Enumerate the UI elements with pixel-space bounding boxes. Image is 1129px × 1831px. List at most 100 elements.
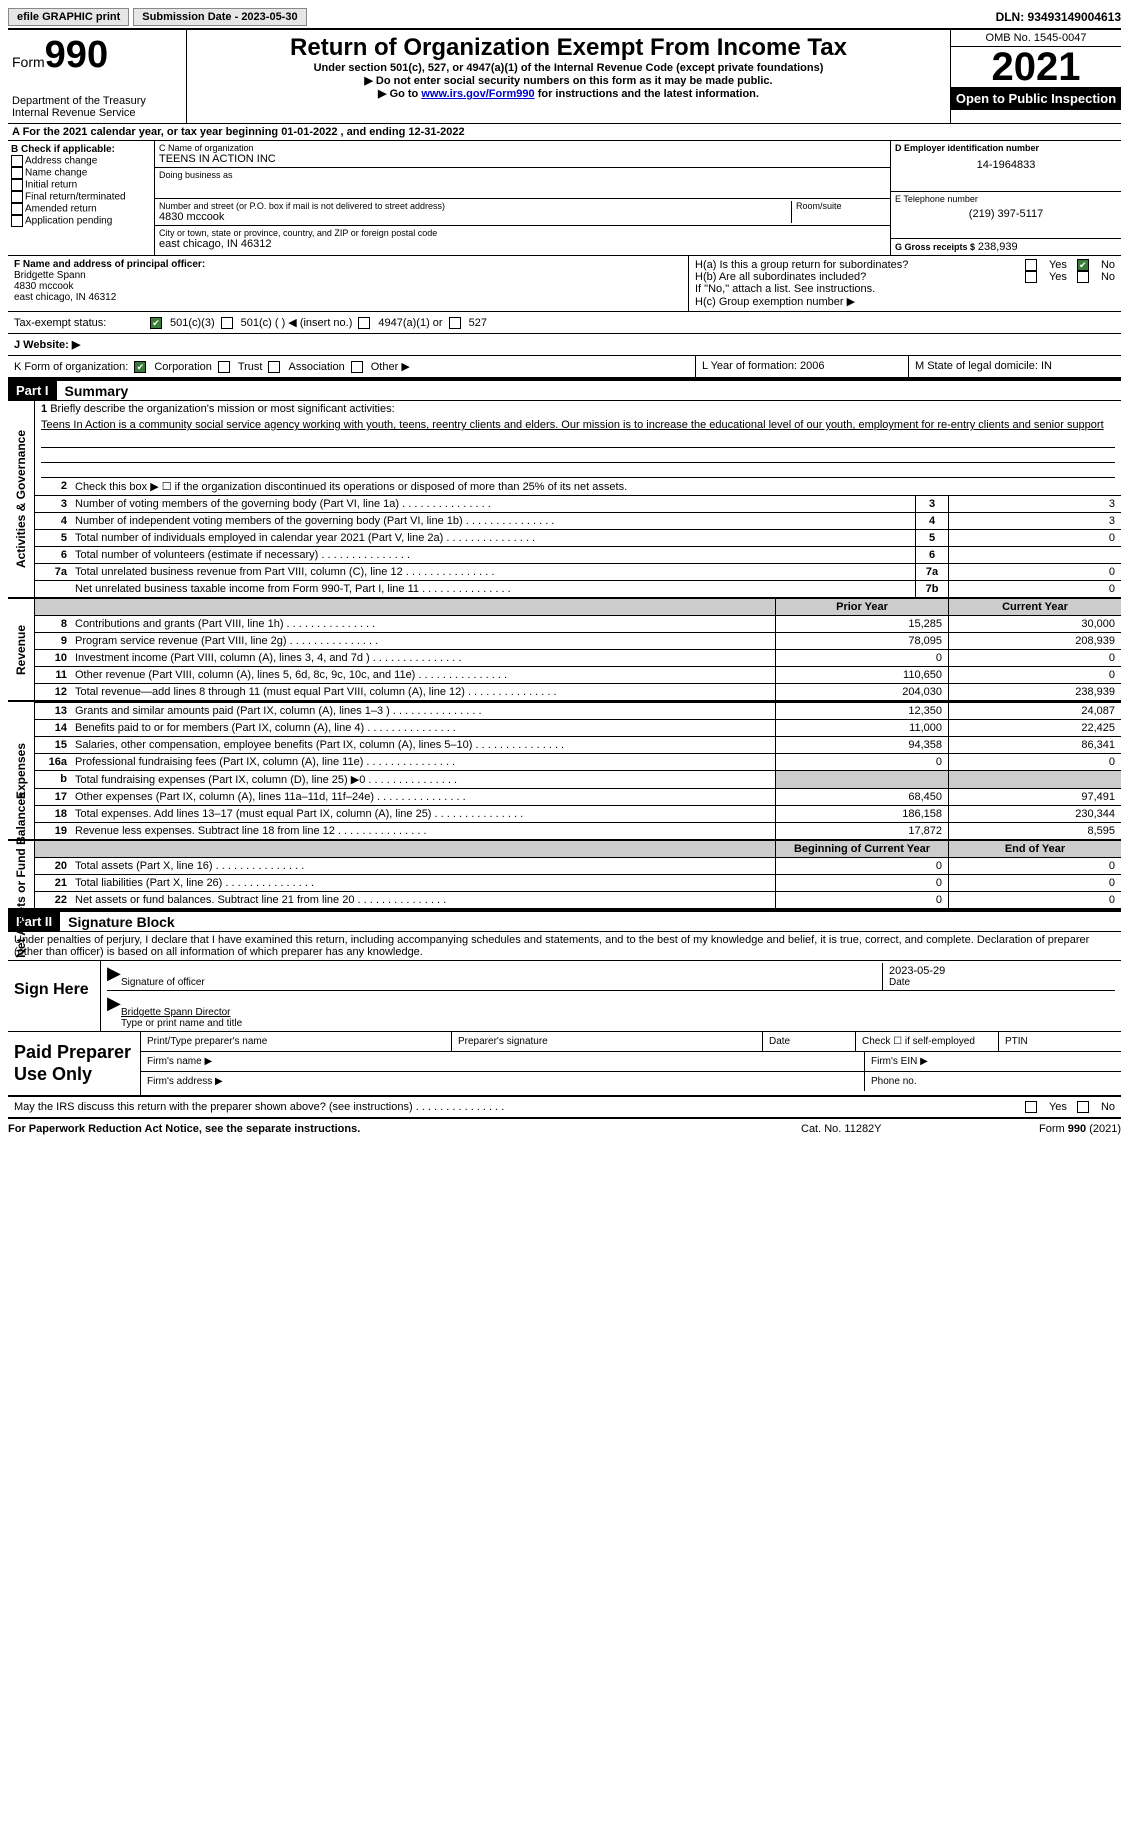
discuss-yes[interactable] (1025, 1101, 1037, 1113)
sign-here-label: Sign Here (8, 961, 101, 1031)
cb-trust[interactable] (218, 361, 230, 373)
table-row: 4 Number of independent voting members o… (35, 512, 1121, 529)
ha-yes[interactable] (1025, 259, 1037, 271)
checkbox-amended[interactable] (11, 203, 23, 215)
hb-no[interactable] (1077, 271, 1089, 283)
checkbox-name-change[interactable] (11, 167, 23, 179)
gross-value: 238,939 (978, 241, 1018, 253)
q1-text: Briefly describe the organization's miss… (50, 403, 394, 415)
vlabel-rev: Revenue (14, 624, 28, 674)
top-bar: efile GRAPHIC print Submission Date - 20… (8, 8, 1121, 30)
table-row: 11 Other revenue (Part VIII, column (A),… (35, 666, 1121, 683)
sig-arrow-icon: ▶ (107, 993, 121, 1029)
paid-preparer-label: Paid Preparer Use Only (8, 1032, 141, 1095)
part1-bar: Part I Summary (8, 379, 1121, 401)
cb-corp[interactable] (134, 361, 146, 373)
submission-date: Submission Date - 2023-05-30 (133, 8, 306, 26)
table-row: 21 Total liabilities (Part X, line 26) 0… (35, 874, 1121, 891)
org-name-label: C Name of organization (159, 143, 886, 153)
hb-label: H(b) Are all subordinates included? (695, 271, 1025, 283)
page-footer: For Paperwork Reduction Act Notice, see … (8, 1119, 1121, 1139)
ha-no[interactable] (1077, 259, 1089, 271)
cb-501c[interactable] (221, 317, 233, 329)
cb-501c3[interactable] (150, 317, 162, 329)
sig-officer-label: Signature of officer (121, 963, 882, 990)
irs-link[interactable]: www.irs.gov/Form990 (421, 88, 534, 100)
prior-year-hdr: Prior Year (775, 599, 948, 615)
tel-label: E Telephone number (895, 194, 1117, 204)
checkbox-pending[interactable] (11, 215, 23, 227)
part1-title: Summary (57, 383, 129, 399)
table-row: 19 Revenue less expenses. Subtract line … (35, 822, 1121, 839)
form-header: Form990 Department of the Treasury Inter… (8, 30, 1121, 124)
cb-assoc[interactable] (268, 361, 280, 373)
ha-label: H(a) Is this a group return for subordin… (695, 259, 1025, 271)
box-b: B Check if applicable: Address change Na… (8, 141, 155, 255)
table-row: 7a Total unrelated business revenue from… (35, 563, 1121, 580)
part1-label: Part I (8, 381, 57, 400)
table-row: 14 Benefits paid to or for members (Part… (35, 719, 1121, 736)
current-year-hdr: Current Year (948, 599, 1121, 615)
tel-value: (219) 397-5117 (895, 208, 1117, 220)
street-address: 4830 mccook (159, 211, 791, 223)
tax-exempt-row: Tax-exempt status: 501(c)(3) 501(c) ( ) … (8, 312, 1121, 334)
form-number: 990 (45, 34, 108, 76)
discuss-text: May the IRS discuss this return with the… (14, 1101, 1025, 1113)
cb-527[interactable] (449, 317, 461, 329)
vlabel-net: Net Assets or Fund Balances (14, 792, 28, 958)
section-bcd: B Check if applicable: Address change Na… (8, 141, 1121, 256)
table-row: 22 Net assets or fund balances. Subtract… (35, 891, 1121, 908)
table-row: 17 Other expenses (Part IX, column (A), … (35, 788, 1121, 805)
table-row: Net unrelated business taxable income fr… (35, 580, 1121, 597)
box-h: H(a) Is this a group return for subordin… (689, 256, 1121, 311)
blank-line (41, 463, 1115, 478)
vlabel-exp: Expenses (14, 742, 28, 798)
type-name-label: Type or print name and title (121, 1018, 1115, 1029)
table-row: 3 Number of voting members of the govern… (35, 495, 1121, 512)
city-state-zip: east chicago, IN 46312 (159, 238, 886, 250)
city-label: City or town, state or province, country… (159, 228, 886, 238)
checkbox-final[interactable] (11, 191, 23, 203)
part2-title: Signature Block (60, 914, 175, 930)
table-row: 16a Professional fundraising fees (Part … (35, 753, 1121, 770)
pp-date-label: Date (763, 1032, 856, 1051)
efile-button[interactable]: efile GRAPHIC print (8, 8, 129, 26)
dln: DLN: 93493149004613 (996, 10, 1121, 24)
org-name: TEENS IN ACTION INC (159, 153, 886, 165)
discuss-no[interactable] (1077, 1101, 1089, 1113)
pp-check-label: Check ☐ if self-employed (856, 1032, 999, 1051)
firm-ein-label: Firm's EIN ▶ (865, 1052, 1121, 1071)
cb-4947[interactable] (358, 317, 370, 329)
boy-hdr: Beginning of Current Year (775, 841, 948, 857)
dba-label: Doing business as (159, 170, 886, 180)
l-year-formation: L Year of formation: 2006 (696, 356, 909, 377)
officer-addr: 4830 mccook (14, 281, 682, 292)
subtitle-1: Under section 501(c), 527, or 4947(a)(1)… (191, 62, 946, 74)
table-row: 9 Program service revenue (Part VIII, li… (35, 632, 1121, 649)
table-row: 18 Total expenses. Add lines 13–17 (must… (35, 805, 1121, 822)
tax-year: 2021 (951, 47, 1121, 87)
table-row: 10 Investment income (Part VIII, column … (35, 649, 1121, 666)
q2-text: Check this box ▶ ☐ if the organization d… (71, 478, 1121, 495)
table-row: 15 Salaries, other compensation, employe… (35, 736, 1121, 753)
checkbox-address-change[interactable] (11, 155, 23, 167)
table-row: 20 Total assets (Part X, line 16) 0 0 (35, 857, 1121, 874)
paperwork-notice: For Paperwork Reduction Act Notice, see … (8, 1123, 801, 1135)
sig-arrow-icon: ▶ (107, 963, 121, 990)
netassets-section: Net Assets or Fund Balances Beginning of… (8, 841, 1121, 910)
checkbox-initial[interactable] (11, 179, 23, 191)
expenses-section: Expenses 13 Grants and similar amounts p… (8, 702, 1121, 841)
phone-label: Phone no. (865, 1072, 1121, 1091)
activities-governance: Activities & Governance 1 Briefly descri… (8, 401, 1121, 599)
kl-row: K Form of organization: Corporation Trus… (8, 356, 1121, 379)
hb-yes[interactable] (1025, 271, 1037, 283)
box-f: F Name and address of principal officer:… (8, 256, 689, 311)
dept-treasury: Department of the Treasury (12, 95, 182, 107)
pp-ptin-label: PTIN (999, 1032, 1121, 1051)
subtitle-3: Go to www.irs.gov/Form990 for instructio… (191, 87, 946, 100)
table-row: 12 Total revenue—add lines 8 through 11 … (35, 683, 1121, 700)
officer-name: Bridgette Spann (14, 270, 682, 281)
cb-other[interactable] (351, 361, 363, 373)
officer-city: east chicago, IN 46312 (14, 292, 682, 303)
row-a-period: A For the 2021 calendar year, or tax yea… (8, 124, 1121, 141)
